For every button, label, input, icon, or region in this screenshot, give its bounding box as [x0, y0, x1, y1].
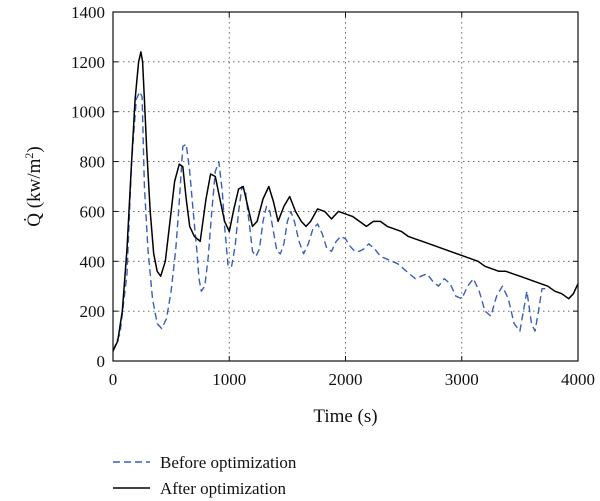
y-tick-label: 600 — [80, 202, 106, 221]
axis-ticks — [112, 11, 579, 362]
legend-item: After optimization — [113, 479, 287, 498]
series-layer — [112, 51, 579, 352]
y-tick-label: 200 — [80, 302, 106, 321]
tick-labels: 0 1000 2000 3000 4000 0 200 400 600 800 1000 1200 14… — [71, 3, 595, 389]
x-tick-label: 3000 — [445, 370, 479, 389]
series-after-optimization-line — [112, 51, 579, 352]
x-axis-title: Time (s) — [313, 406, 377, 427]
y-tick-label: 400 — [80, 252, 106, 271]
x-tick-label: 1000 — [212, 370, 246, 389]
y-axis-title-main: Q̇ (kw/m — [22, 158, 45, 226]
grid-lines — [113, 12, 578, 361]
y-axis-title-sup: 2 — [22, 153, 36, 159]
plot-frame — [112, 11, 579, 362]
y-tick-label: 1000 — [71, 103, 105, 122]
y-tick-label: 1200 — [71, 53, 105, 72]
x-tick-label: 0 — [109, 370, 118, 389]
x-tick-label: 2000 — [329, 370, 363, 389]
x-tick-label: 4000 — [561, 370, 595, 389]
legend-item: Before optimization — [113, 453, 297, 472]
legend-label: After optimization — [160, 479, 287, 498]
legend: Before optimization After optimization — [113, 453, 297, 498]
legend-label: Before optimization — [160, 453, 297, 472]
y-tick-label: 0 — [97, 352, 106, 371]
y-tick-label: 1400 — [71, 3, 105, 22]
series-before-optimization-line — [112, 91, 546, 352]
y-axis-title: Q̇ (kw/m2) — [22, 146, 45, 226]
y-axis-title-close: ) — [24, 146, 45, 152]
y-tick-label: 800 — [80, 153, 106, 172]
